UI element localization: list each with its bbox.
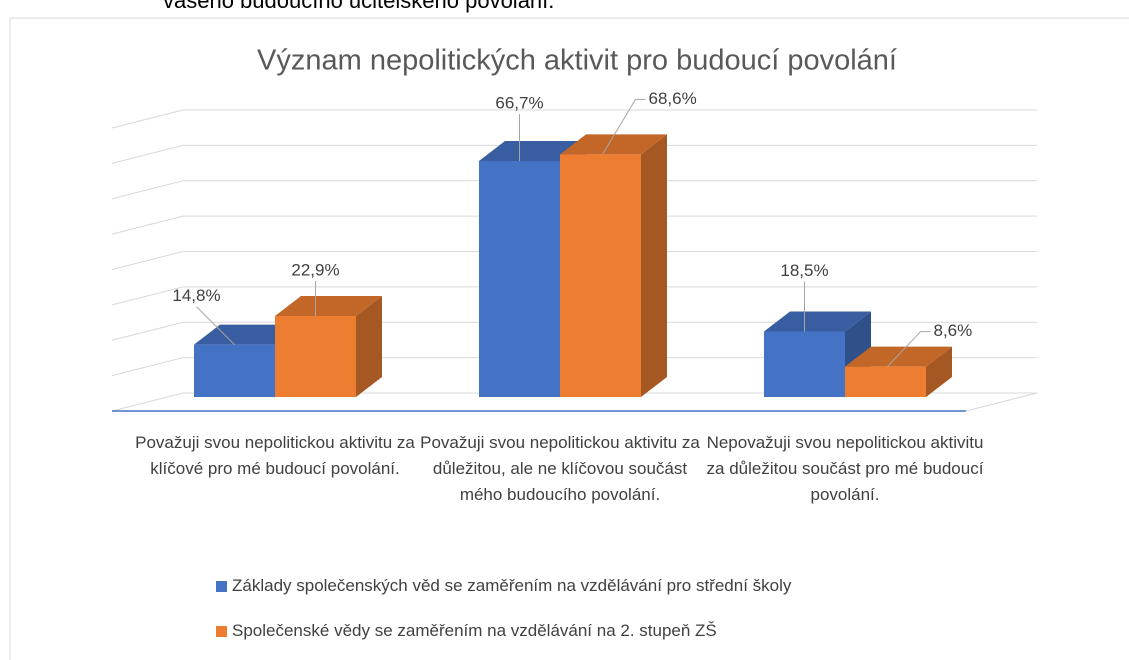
legend-label: Základy společenských věd se zaměřením n…: [232, 576, 792, 595]
caption: vašeho budoucího učitelského povolání.: [163, 0, 555, 13]
legend-entry: Základy společenských věd se zaměřením n…: [216, 576, 791, 596]
legend-swatch: [216, 580, 227, 592]
legend-label: Společenské vědy se zaměřením na vzděláv…: [232, 621, 717, 640]
bar-top: [845, 346, 952, 367]
bar-top: [479, 141, 586, 162]
legend-swatch: [216, 625, 227, 637]
x-tick-label: Považuji svou nepolitickou aktivitu za k…: [135, 433, 415, 478]
bar: [275, 295, 382, 397]
bar: [764, 311, 871, 397]
grid-line: [111, 215, 1037, 235]
x-tick-label: Považuji svou nepolitickou aktivitu za d…: [420, 433, 700, 504]
grid-line: [111, 251, 1037, 270]
grid-line: [111, 144, 1037, 164]
chart-title: Význam nepolitických aktivit pro budoucí…: [257, 45, 897, 77]
legend-entry: Společenské vědy se zaměřením na vzděláv…: [216, 621, 717, 641]
bar-front: [479, 161, 560, 397]
data-label: 18,5%: [780, 261, 828, 280]
x-tick-label: Nepovažuji svou nepolitickou aktivitu za…: [706, 433, 984, 504]
data-label: 14,8%: [172, 286, 220, 305]
bar-side: [356, 295, 382, 397]
bar-front: [275, 315, 356, 397]
bar-front: [764, 331, 845, 397]
bar: [560, 134, 667, 397]
bar-top: [194, 324, 301, 345]
grid-line: [111, 357, 1037, 377]
leader-line: [887, 331, 931, 367]
leader-line: [196, 306, 235, 345]
bar-top: [560, 134, 667, 155]
leader-line: [602, 98, 646, 155]
data-label: 22,9%: [291, 260, 339, 279]
chart-border: [9, 17, 1129, 660]
bar-top: [275, 295, 382, 316]
grid-line: [111, 180, 1037, 200]
bar-front: [560, 154, 641, 397]
grid-line: [111, 109, 1037, 129]
bar-top: [764, 311, 871, 332]
grid-line: [111, 321, 1037, 341]
bar-side: [926, 346, 952, 397]
bar-front: [845, 366, 926, 397]
data-label: 8,6%: [934, 321, 973, 340]
floor-edge: [965, 392, 1038, 412]
data-label: 66,7%: [495, 94, 543, 113]
bar: [845, 346, 952, 397]
bar-side: [641, 134, 667, 397]
bar-front: [194, 344, 275, 397]
data-label: 68,6%: [649, 89, 697, 108]
grid-line: [111, 392, 1037, 412]
grid-line: [111, 286, 1037, 306]
